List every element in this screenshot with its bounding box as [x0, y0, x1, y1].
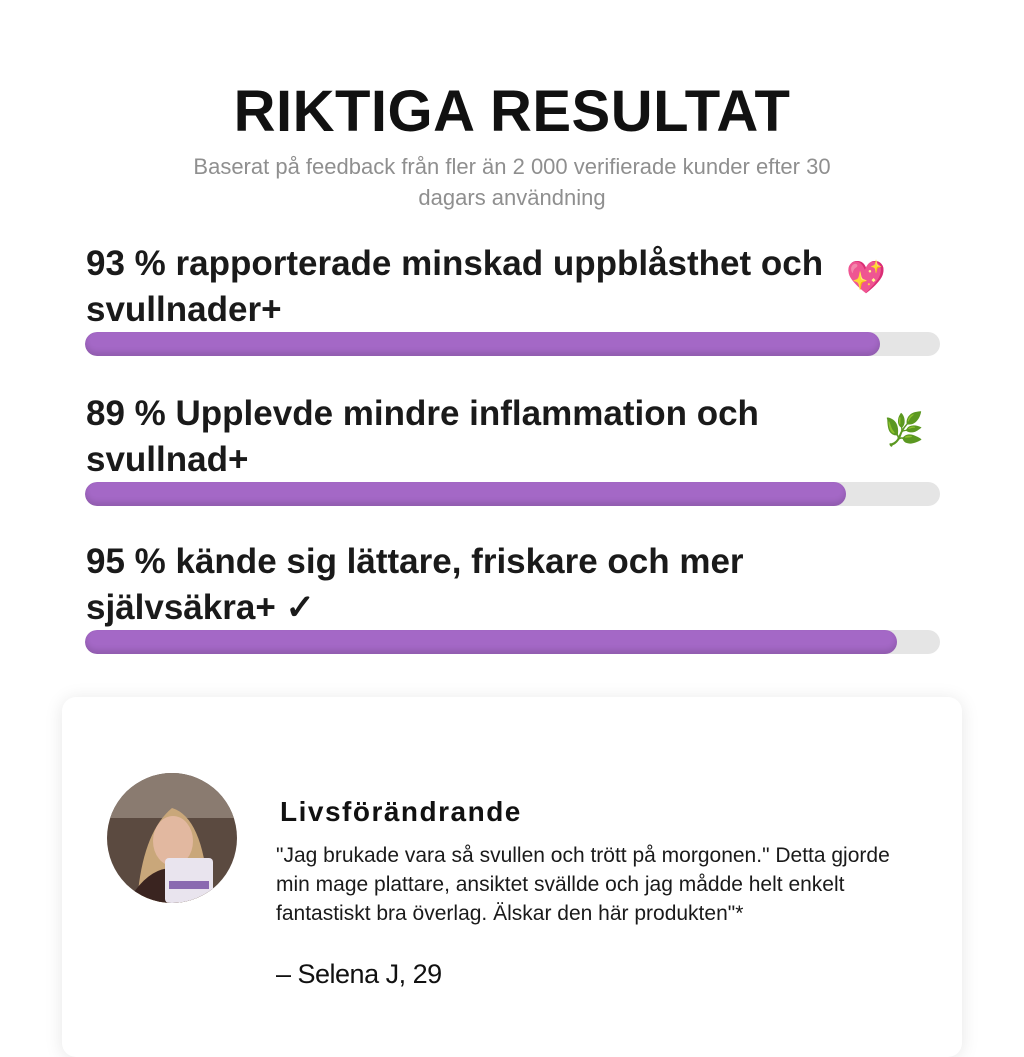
- stat-text: 95 % kände sig lättare, friskare och mer…: [86, 542, 744, 627]
- testimonial-heading: Livsförändrande: [280, 796, 522, 827]
- progress-track: [85, 332, 940, 356]
- stat-icon: 💖: [846, 259, 886, 295]
- progress-bar: [85, 332, 881, 356]
- testimonial-author: – Selena J, 29: [276, 959, 442, 989]
- stat-icon: 🌿: [884, 411, 924, 447]
- page: RIKTIGA RESULTAT Baserat på feedback frå…: [85, 79, 940, 989]
- testimonial-quote: "Jag brukade vara så svullen och trött p…: [276, 844, 890, 925]
- title: RIKTIGA RESULTAT: [233, 79, 791, 144]
- progress-track: [85, 482, 940, 506]
- stat-text: 93 % rapporterade minskad uppblåsthet oc…: [86, 244, 824, 329]
- progress-bar: [85, 482, 846, 506]
- subtitle: Baserat på feedback från fler än 2 000 v…: [193, 154, 831, 210]
- progress-track: [85, 630, 940, 654]
- stat-text: 89 % Upplevde mindre inflammation och sv…: [86, 394, 759, 479]
- progress-bar: [85, 630, 898, 654]
- avatar: [107, 773, 237, 903]
